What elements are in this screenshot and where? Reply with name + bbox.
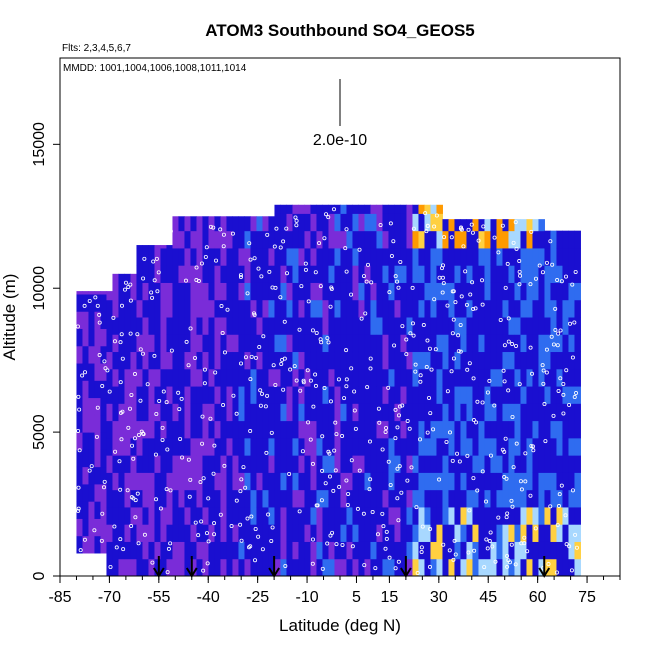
dates-subtitle: MMDD: 1001,1004,1006,1008,1011,1014 xyxy=(63,63,247,74)
x-tick-label: 15 xyxy=(381,589,399,606)
y-axis-label: Altitude (m) xyxy=(0,274,19,361)
x-tick-label: 75 xyxy=(578,589,596,606)
y-tick-label: 5000 xyxy=(31,414,48,450)
x-tick-label: -85 xyxy=(48,589,71,606)
x-tick-label: 5 xyxy=(352,589,361,606)
y-axis: 0 5000 10000 15000 xyxy=(31,122,60,580)
y-tick-label: 15000 xyxy=(31,122,48,167)
x-tick-label: 45 xyxy=(479,589,497,606)
x-tick-label: -40 xyxy=(197,589,220,606)
x-axis-label: Latitude (deg N) xyxy=(279,616,401,635)
x-axis: -85 -70 -55 -40 -25 -10 5 15 30 45 60 75 xyxy=(48,576,621,606)
x-tick-label: 60 xyxy=(529,589,547,606)
x-tick-label: -70 xyxy=(98,589,121,606)
chart-title: ATOM3 Southbound SO4_GEOS5 xyxy=(205,21,475,40)
x-tick-label: -55 xyxy=(147,589,170,606)
scale-bar-label: 2.0e-10 xyxy=(313,132,367,149)
x-tick-label: 30 xyxy=(430,589,448,606)
plot-area xyxy=(75,204,581,578)
y-tick-label: 0 xyxy=(31,571,48,580)
x-tick-label: -10 xyxy=(295,589,318,606)
flights-subtitle: Flts: 2,3,4,5,6,7 xyxy=(62,43,131,54)
x-tick-label: -25 xyxy=(246,589,269,606)
y-tick-label: 10000 xyxy=(31,266,48,311)
